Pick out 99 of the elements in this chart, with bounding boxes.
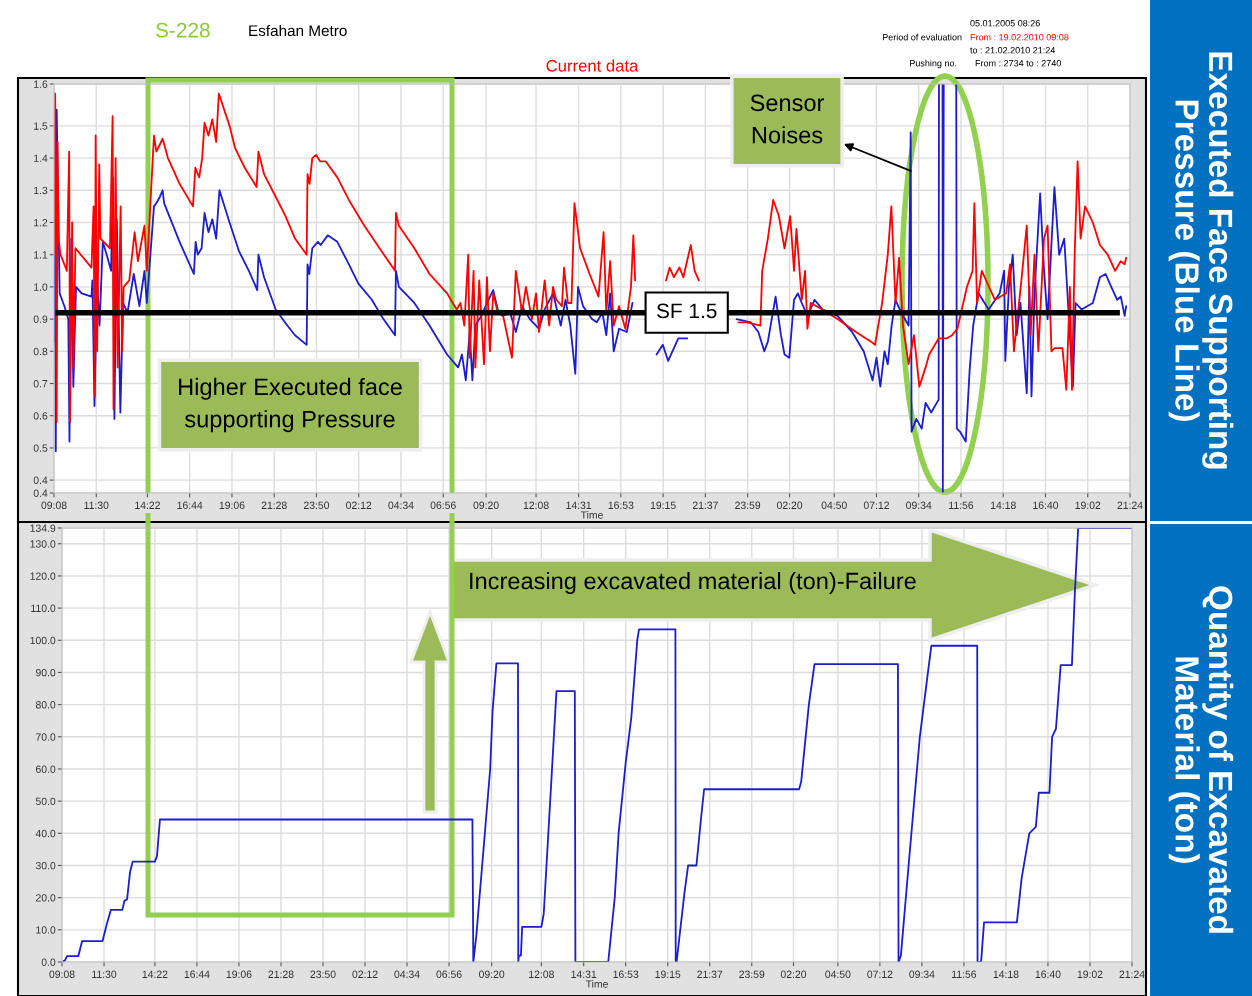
x-tick-label: 14:18 <box>993 970 1019 978</box>
annotation: Increasing excavated material (ton)-Failure <box>470 571 916 595</box>
y-tick-label: 0.0 <box>41 958 56 966</box>
x-tick-label: 04:34 <box>394 970 420 978</box>
chart-title: Current data <box>546 59 639 72</box>
y-tick-label: 70.0 <box>36 733 56 741</box>
y-tick-label: 0.7 <box>33 380 48 388</box>
x-tick-label: 21:37 <box>692 501 718 509</box>
y-tick-label: 0.6 <box>33 412 48 420</box>
y-tick-label: 1.5 <box>34 122 48 130</box>
y-tick-label: 110.0 <box>31 604 56 612</box>
x-tick-label: 14:22 <box>135 501 160 509</box>
x-tick-label: 07:12 <box>863 501 889 509</box>
x-tick-label: 11:56 <box>952 970 977 978</box>
text: to : 21.02.2010 21:24 <box>970 47 1056 54</box>
y-tick-label: 0.4 <box>33 489 48 497</box>
x-tick-label: 11:30 <box>84 501 109 509</box>
x-tick-label: 16:44 <box>184 970 210 978</box>
ref-line-label: SF 1.5 <box>656 303 717 319</box>
x-tick-label: 16:40 <box>1033 501 1059 509</box>
y-tick-label: 0.5 <box>33 444 48 452</box>
x-tick-label: 16:40 <box>1035 970 1061 978</box>
y-tick-label: 0.8 <box>33 347 48 356</box>
x-tick-label: 09:08 <box>49 970 75 978</box>
x-tick-label: 19:02 <box>1075 501 1101 509</box>
x-tick-label: 09:20 <box>473 501 499 509</box>
y-tick-label: 0.4 <box>33 476 48 484</box>
x-tick-label: 23:50 <box>303 501 330 509</box>
x-tick-label: 14:22 <box>142 970 168 978</box>
x-tick-label: 21:24 <box>1119 970 1145 978</box>
y-tick-label: 1.2 <box>34 218 48 227</box>
y-tick-label: 30.0 <box>35 861 56 870</box>
x-tick-label: 02:12 <box>352 970 378 978</box>
x-tick-label: 04:50 <box>821 501 847 509</box>
y-tick-label: 120.0 <box>30 572 56 580</box>
x-tick-label: 04:50 <box>825 970 851 978</box>
text: From : 2734 to : 2740 <box>975 60 1061 67</box>
x-tick-label: 14:31 <box>571 970 597 978</box>
text: Pushing no. <box>910 59 957 69</box>
text: Period of evaluation <box>882 33 962 41</box>
x-tick-label: 19:06 <box>226 970 252 978</box>
x-tick-label: 02:12 <box>346 501 372 509</box>
x-tick-label: 14:18 <box>991 501 1016 509</box>
x-tick-label: 09:34 <box>906 501 932 509</box>
text: 05.01.2005 08:26 <box>970 20 1040 27</box>
y-tick-label: 1.1 <box>34 251 48 259</box>
x-tick-label: 19:02 <box>1077 970 1103 978</box>
x-tick-label: 06:56 <box>430 501 456 509</box>
x-tick-label: 02:20 <box>776 501 803 509</box>
y-tick-label: 134.9 <box>30 524 56 532</box>
x-tick-label: 16:44 <box>177 501 203 509</box>
y-axis-title: Executed Face Supporting Pressure (Blue Line) <box>1168 52 1234 469</box>
y-tick-label: 50.0 <box>35 797 56 806</box>
x-tick-label: 16:53 <box>608 501 634 509</box>
text: S-228 <box>155 22 210 38</box>
x-tick-label: 11:56 <box>949 501 974 509</box>
y-tick-label: 40.0 <box>35 829 56 838</box>
x-axis-title: Time <box>580 511 603 519</box>
x-tick-label: 14:31 <box>566 501 592 509</box>
x-tick-label: 04:34 <box>388 501 414 509</box>
x-tick-label: 21:37 <box>697 970 723 978</box>
y-tick-label: 130.0 <box>30 540 56 548</box>
x-tick-label: 12:08 <box>523 501 549 509</box>
x-tick-label: 09:20 <box>479 970 505 978</box>
x-tick-label: 09:08 <box>41 501 67 509</box>
x-tick-label: 19:15 <box>655 970 681 978</box>
x-tick-label: 21:28 <box>261 501 287 509</box>
x-tick-label: 19:15 <box>650 501 676 509</box>
x-tick-label: 16:53 <box>613 970 639 978</box>
y-tick-label: 100.0 <box>30 636 56 645</box>
y-tick-label: 1.6 <box>34 80 48 88</box>
x-tick-label: 07:12 <box>867 970 893 978</box>
x-tick-label: 21:24 <box>1117 501 1143 509</box>
x-tick-label: 06:56 <box>436 970 462 978</box>
x-tick-label: 23:59 <box>739 970 765 978</box>
x-tick-label: 09:34 <box>909 970 935 978</box>
annotation: Sensor Noises <box>750 94 825 144</box>
text: Esfahan Metro <box>249 24 347 37</box>
y-tick-label: 80.0 <box>35 701 56 709</box>
x-tick-label: 23:59 <box>735 501 761 509</box>
y-tick-label: 90.0 <box>35 668 56 677</box>
y-tick-label: 0.9 <box>33 315 48 323</box>
x-tick-label: 11:30 <box>92 970 117 978</box>
text: From : 19.02.2010 09:08 <box>970 34 1069 41</box>
x-tick-label: 12:08 <box>529 970 554 978</box>
y-tick-label: 60.0 <box>36 765 56 773</box>
x-tick-label: 02:20 <box>780 970 807 978</box>
y-tick-label: 1.4 <box>34 154 48 162</box>
y-tick-label: 1.0 <box>34 283 48 291</box>
y-tick-label: 1.3 <box>34 186 48 195</box>
y-tick-label: 20.0 <box>36 894 56 902</box>
y-axis-title: Quantity of Excavated Material (ton) <box>1168 586 1234 933</box>
annotation: Higher Executed face supporting Pressure <box>179 377 402 433</box>
x-tick-label: 21:28 <box>268 970 294 978</box>
y-tick-label: 10.0 <box>36 926 56 934</box>
x-tick-label: 19:06 <box>219 501 245 509</box>
x-axis-title: Time <box>585 980 608 988</box>
x-tick-label: 23:50 <box>310 970 336 978</box>
line-series <box>62 528 1132 962</box>
